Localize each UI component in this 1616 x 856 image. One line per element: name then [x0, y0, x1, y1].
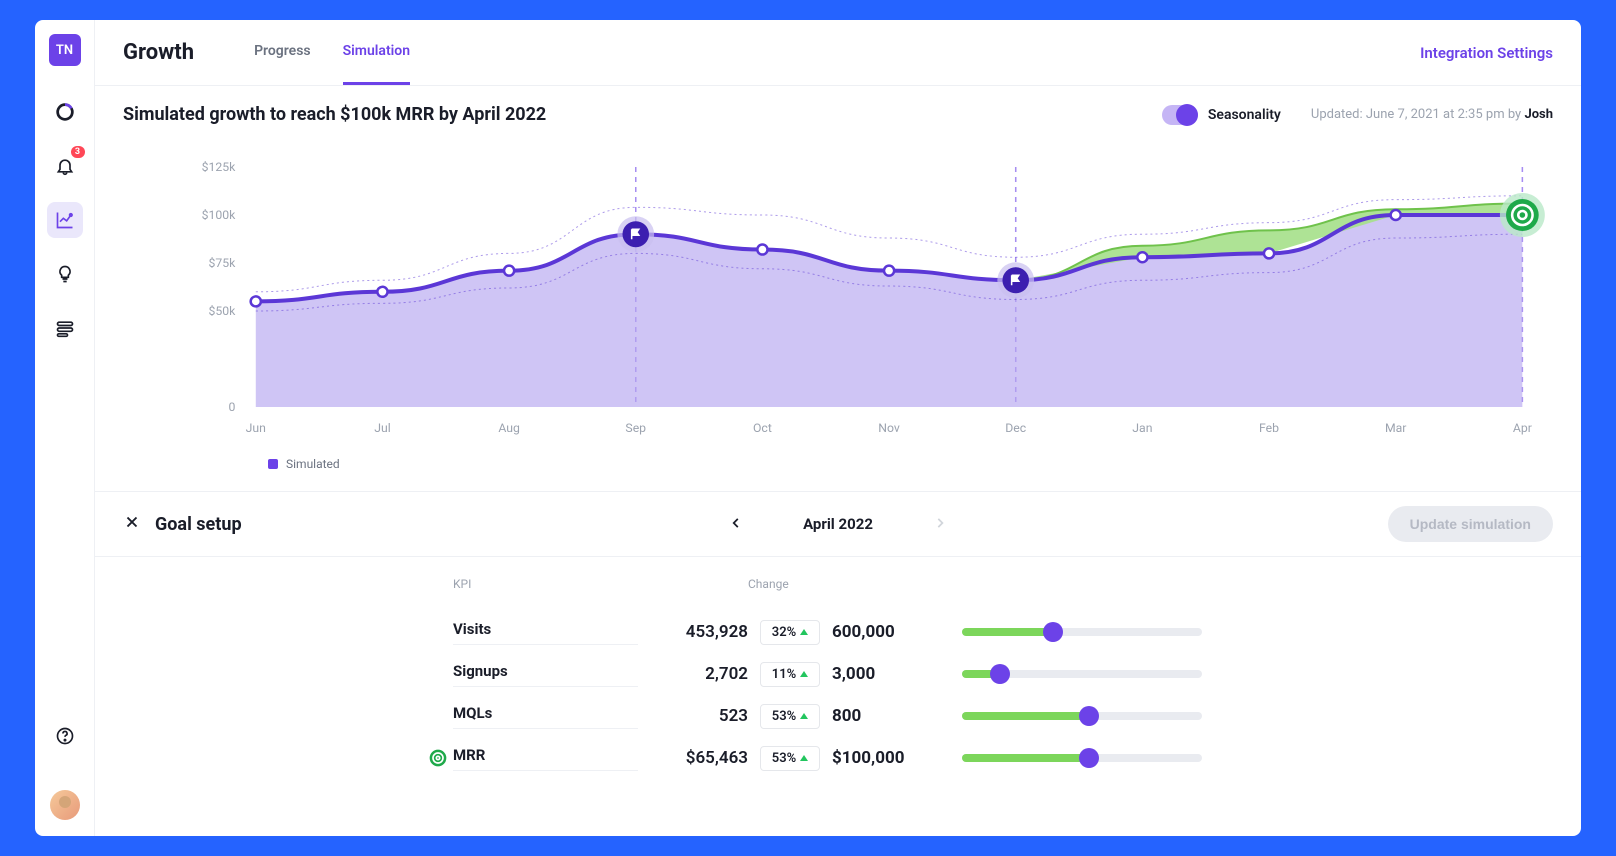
nav-growth[interactable]	[47, 202, 83, 238]
help-icon	[55, 726, 75, 746]
lightbulb-icon	[55, 264, 75, 284]
kpi-slider[interactable]	[962, 754, 1202, 762]
bell-icon	[55, 156, 75, 176]
sidebar-bottom	[47, 718, 83, 836]
seasonality-label: Seasonality	[1208, 107, 1281, 123]
tab-progress[interactable]: Progress	[254, 20, 311, 85]
kpi-col-header: KPI	[453, 577, 638, 591]
kpi-change: 32%	[760, 620, 820, 645]
seasonality-toggle[interactable]	[1162, 105, 1198, 125]
kpi-change: 11%	[760, 662, 820, 687]
seasonality-toggle-wrap: Seasonality	[1162, 105, 1281, 125]
goal-setup-bar: Goal setup April 2022 Update simulation	[95, 491, 1581, 557]
kpi-row: MQLs 523 53% 800	[423, 695, 1553, 737]
svg-text:Nov: Nov	[878, 421, 900, 435]
kpi-header: KPI Change	[453, 577, 1553, 591]
update-simulation-button[interactable]: Update simulation	[1388, 506, 1553, 542]
svg-text:Apr: Apr	[1513, 421, 1532, 435]
kpi-target: 800	[832, 706, 942, 726]
nav-ideas[interactable]	[47, 256, 83, 292]
kpi-current: 523	[638, 706, 748, 726]
kpi-name: Signups	[453, 662, 638, 687]
kpi-target: 3,000	[832, 664, 942, 684]
svg-text:Mar: Mar	[1385, 421, 1406, 435]
kpi-current: $65,463	[638, 748, 748, 768]
nav-notifications[interactable]: 3	[47, 148, 83, 184]
subheader: Simulated growth to reach $100k MRR by A…	[95, 86, 1581, 137]
tab-simulation[interactable]: Simulation	[343, 20, 410, 85]
tabs: Progress Simulation	[254, 20, 410, 85]
kpi-current: 453,928	[638, 622, 748, 642]
svg-text:Jul: Jul	[374, 421, 391, 435]
svg-text:Feb: Feb	[1259, 421, 1279, 435]
month-next-button[interactable]	[933, 515, 947, 534]
change-col-header: Change	[748, 577, 789, 591]
nav-dashboard[interactable]	[47, 94, 83, 130]
notification-badge: 3	[71, 146, 85, 158]
kpi-current: 2,702	[638, 664, 748, 684]
chart-icon	[55, 210, 75, 230]
kpi-change: 53%	[760, 704, 820, 729]
svg-text:Oct: Oct	[753, 421, 772, 435]
svg-text:Dec: Dec	[1005, 421, 1026, 435]
kpi-change: 53%	[760, 746, 820, 771]
kpi-section: KPI Change Visits 453,928 32% 600,000 Si…	[95, 557, 1581, 836]
nav-help[interactable]	[47, 718, 83, 754]
kpi-target: 600,000	[832, 622, 942, 642]
list-icon	[55, 318, 75, 338]
growth-chart: 0 $50k $75k $100k $125k Jun Jul Aug Sep Oct Nov Dec…	[123, 147, 1553, 447]
chart-legend: Simulated	[268, 457, 1553, 471]
svg-text:Jun: Jun	[246, 421, 266, 435]
subheader-title: Simulated growth to reach $100k MRR by A…	[123, 104, 546, 125]
kpi-slider[interactable]	[962, 670, 1202, 678]
logo[interactable]: TN	[49, 34, 81, 66]
kpi-slider[interactable]	[962, 628, 1202, 636]
header: Growth Progress Simulation Integration S…	[95, 20, 1581, 86]
donut-icon	[54, 101, 76, 123]
month-nav: April 2022	[729, 515, 947, 534]
close-goal-button[interactable]	[123, 513, 141, 535]
kpi-row: MRR $65,463 53% $100,000	[423, 737, 1553, 779]
svg-text:Sep: Sep	[625, 421, 646, 435]
integration-settings-link[interactable]: Integration Settings	[1420, 44, 1553, 62]
month-prev-button[interactable]	[729, 515, 743, 534]
month-label: April 2022	[803, 515, 873, 533]
kpi-slider[interactable]	[962, 712, 1202, 720]
main-content: Growth Progress Simulation Integration S…	[95, 20, 1581, 836]
svg-text:Aug: Aug	[498, 421, 520, 435]
sidebar: TN 3	[35, 20, 95, 836]
kpi-row: Visits 453,928 32% 600,000	[423, 611, 1553, 653]
kpi-name: MQLs	[453, 704, 638, 729]
updated-text: Updated: June 7, 2021 at 2:35 pm by Josh	[1311, 107, 1553, 122]
kpi-target-icon	[423, 748, 453, 768]
chevron-right-icon	[933, 516, 947, 530]
chart-area: 0 $50k $75k $100k $125k Jun Jul Aug Sep Oct Nov Dec…	[95, 137, 1581, 491]
svg-text:$50k: $50k	[209, 304, 237, 318]
kpi-target: $100,000	[832, 748, 942, 768]
svg-text:0: 0	[228, 400, 235, 414]
svg-text:$75k: $75k	[209, 256, 237, 270]
svg-text:$100k: $100k	[202, 208, 237, 222]
svg-text:Jan: Jan	[1132, 421, 1152, 435]
legend-swatch	[268, 459, 278, 469]
page-title: Growth	[123, 40, 194, 65]
chevron-left-icon	[729, 516, 743, 530]
goal-title: Goal setup	[155, 514, 242, 535]
user-avatar[interactable]	[50, 790, 80, 820]
kpi-name: MRR	[453, 746, 638, 771]
app-root: TN 3 Growth Progress Simulat	[35, 20, 1581, 836]
svg-text:$125k: $125k	[202, 160, 237, 174]
kpi-row: Signups 2,702 11% 3,000	[423, 653, 1553, 695]
nav-list[interactable]	[47, 310, 83, 346]
kpi-name: Visits	[453, 620, 638, 645]
close-icon	[123, 513, 141, 531]
